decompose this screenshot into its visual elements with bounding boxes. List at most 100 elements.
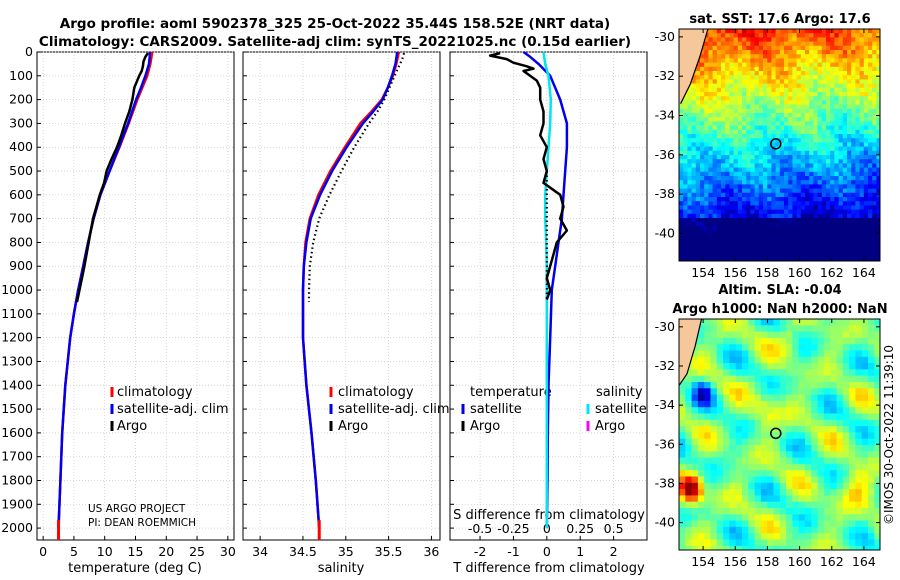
map-cell xyxy=(872,29,877,34)
map-cell xyxy=(704,451,711,458)
map-cell xyxy=(733,58,739,63)
map-cell xyxy=(779,407,787,414)
map-cell xyxy=(679,520,686,528)
map-cell xyxy=(784,218,789,223)
map-cell xyxy=(704,113,709,118)
map-cell xyxy=(849,501,856,509)
map-cell xyxy=(729,150,734,156)
map-cell xyxy=(830,146,835,152)
map-cell xyxy=(861,369,869,377)
map-cell xyxy=(849,413,856,421)
map-cell xyxy=(834,150,839,156)
map-cell xyxy=(872,117,877,122)
map-cell xyxy=(838,29,844,34)
map-cell xyxy=(695,146,701,152)
map-cell xyxy=(855,33,860,38)
map-cell xyxy=(771,104,776,110)
map-cell xyxy=(729,104,734,110)
map-cell xyxy=(800,62,806,68)
map-cell xyxy=(805,159,810,164)
map-cell xyxy=(805,388,812,395)
map-cell xyxy=(679,104,684,110)
map-cell xyxy=(729,426,737,433)
map-cell xyxy=(704,394,711,402)
map-cell xyxy=(710,382,718,389)
map-cell xyxy=(796,75,802,80)
map-cell xyxy=(729,495,737,503)
map-cell xyxy=(813,180,818,185)
map-cell xyxy=(754,239,760,244)
map-y-tick-label: -34 xyxy=(655,108,675,123)
map-cell xyxy=(691,192,697,198)
map-cell xyxy=(746,201,751,206)
map-cell xyxy=(836,545,844,550)
map-cell xyxy=(817,150,823,156)
map-cell xyxy=(851,87,856,93)
map-cell xyxy=(691,526,699,534)
map-cell xyxy=(712,71,718,76)
map-cell xyxy=(729,92,734,97)
map-cell xyxy=(679,388,686,395)
map-cell xyxy=(805,222,810,227)
map-cell xyxy=(784,197,789,202)
map-cell xyxy=(760,514,768,521)
map-cell xyxy=(729,356,737,364)
map-cell xyxy=(796,184,802,189)
map-cell xyxy=(763,54,768,59)
map-cell xyxy=(851,29,856,34)
map-cell xyxy=(817,394,825,402)
temperature-panel: temperature (deg C) US ARGO PROJECT PI: … xyxy=(1,44,236,576)
map-cell xyxy=(729,470,737,477)
map-cell xyxy=(861,501,869,509)
map-cell xyxy=(697,350,705,358)
map-cell xyxy=(712,234,718,240)
map-cell xyxy=(683,188,688,194)
map-cell xyxy=(876,163,880,168)
map-cell xyxy=(767,29,772,34)
map-cell xyxy=(861,457,869,465)
map-cell xyxy=(855,117,860,122)
map-cell xyxy=(859,58,865,63)
map-cell xyxy=(847,104,852,110)
map-cell xyxy=(786,476,793,484)
map-cell xyxy=(760,419,768,427)
series-line-s-satellite xyxy=(542,51,553,529)
map-cell xyxy=(872,108,877,114)
map-cell xyxy=(721,255,726,261)
map-cell xyxy=(872,45,877,51)
map-cell xyxy=(771,129,776,135)
map-cell xyxy=(691,413,699,421)
map-cell xyxy=(779,247,785,252)
map-cell xyxy=(763,192,768,198)
map-cell xyxy=(742,188,747,194)
map-cell xyxy=(687,226,692,231)
map-cell xyxy=(773,413,781,421)
map-cell xyxy=(792,463,800,471)
map-cell xyxy=(746,159,751,164)
map-cell xyxy=(811,325,818,332)
map-cell xyxy=(826,243,831,248)
map-cell xyxy=(760,482,768,490)
map-cell xyxy=(716,331,724,339)
map-cell xyxy=(868,58,873,63)
map-cell xyxy=(800,121,806,126)
map-cell xyxy=(859,37,865,42)
map-cell xyxy=(683,247,688,252)
map-cell xyxy=(859,184,865,189)
map-cell xyxy=(813,37,818,42)
map-cell xyxy=(767,79,772,84)
map-cell xyxy=(733,243,739,248)
map-cell xyxy=(868,489,875,496)
map-cell xyxy=(750,247,755,252)
map-cell xyxy=(859,45,865,51)
map-cell xyxy=(742,325,749,332)
map-cell xyxy=(872,239,877,244)
map-cell xyxy=(771,66,776,72)
map-cell xyxy=(851,243,856,248)
map-cell xyxy=(710,514,718,521)
map-cell xyxy=(847,96,852,101)
map-cell xyxy=(842,476,850,484)
map-cell xyxy=(834,138,839,143)
map-cell xyxy=(838,176,844,181)
map-cell xyxy=(868,319,875,326)
